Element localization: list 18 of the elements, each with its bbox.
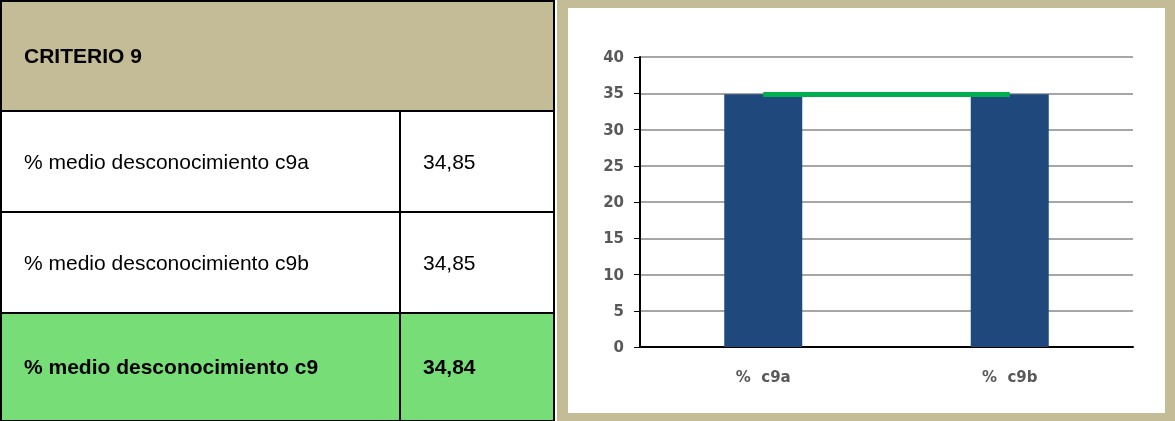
y-tick-label: 35 [603, 84, 624, 103]
text: % medio desconocimiento c9b [1, 212, 400, 313]
y-tick-label: 0 [613, 338, 624, 356]
text: 34,85 [400, 212, 554, 313]
x-tick-label: % c9a [735, 367, 791, 386]
text: CRITERIO 9 [1, 1, 554, 111]
y-tick-label: 40 [603, 48, 624, 66]
y-tick-label: 20 [603, 193, 624, 211]
y-tick-label: 25 [603, 156, 624, 175]
text: 34,84 [400, 313, 554, 421]
y-tick-label: 5 [613, 301, 624, 320]
x-tick-label: % c9b [981, 367, 1038, 386]
y-tick-label: 30 [603, 120, 624, 139]
text: % medio desconocimiento c9a [1, 111, 400, 212]
y-tick-label: 15 [603, 229, 624, 248]
y-tick-label: 10 [603, 265, 624, 284]
text: % medio desconocimiento c9 [1, 313, 400, 421]
text: 34,85 [400, 111, 554, 212]
